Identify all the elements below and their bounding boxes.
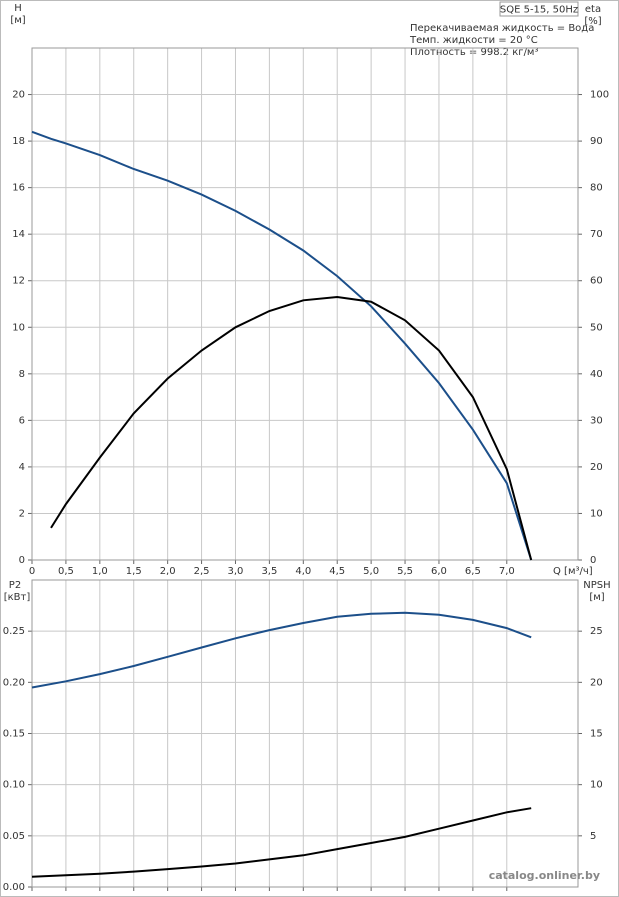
annotation: Темп. жидкости = 20 °C (409, 35, 538, 46)
x-tick-label: 1,0 (92, 566, 108, 577)
y-tick-label: 0.10 (3, 780, 25, 791)
x-tick-label: 6,5 (465, 566, 481, 577)
y2-tick-label: 15 (590, 729, 603, 740)
x-tick-label: 5,5 (397, 566, 413, 577)
y-tick-label: 14 (12, 229, 25, 240)
x-tick-label: 2,0 (160, 566, 176, 577)
annotation: Перекачиваемая жидкость = Вода (410, 23, 594, 34)
y-unit: [м] (10, 15, 25, 26)
y2-unit: [м] (589, 592, 604, 603)
watermark: catalog.onliner.by (489, 869, 600, 882)
y2-tick-label: 5 (590, 831, 596, 842)
y-tick-label: 20 (12, 90, 25, 101)
y-tick-label: 0.15 (3, 729, 25, 740)
plot-frame (31, 47, 579, 561)
chart-title: SQE 5-15, 50Hz (500, 5, 578, 16)
y2-tick-label: 50 (590, 322, 603, 333)
annotation: Плотность = 998.2 кг/м³ (410, 47, 539, 58)
y2-tick-label: 0 (590, 555, 596, 566)
title-box (499, 1, 579, 17)
y2-tick-label: 80 (590, 183, 603, 194)
x-tick-label: 1,5 (126, 566, 142, 577)
y2-tick-label: 60 (590, 276, 603, 287)
y2-label: NPSH (583, 580, 610, 591)
x-tick-label: 3,5 (261, 566, 277, 577)
y-tick-label: 0.25 (3, 626, 25, 637)
y-unit: [кВт] (4, 592, 31, 603)
y-tick-label: 0 (19, 555, 25, 566)
y2-tick-label: 30 (590, 415, 603, 426)
y-label: P2 (9, 580, 21, 591)
line-npsh (31, 807, 532, 878)
y2-tick-label: 10 (590, 508, 603, 519)
y-tick-label: 18 (12, 136, 25, 147)
y2-tick-label: 20 (590, 462, 603, 473)
x-tick-label: 4,5 (329, 566, 345, 577)
y-tick-label: 10 (12, 322, 25, 333)
y2-tick-label: 25 (590, 626, 603, 637)
y2-tick-label: 90 (590, 136, 603, 147)
y-tick-label: 0.00 (3, 882, 25, 893)
y-tick-label: 6 (19, 415, 25, 426)
y-tick-label: 8 (19, 369, 25, 380)
y-tick-label: 2 (19, 508, 25, 519)
y-tick-label: 12 (12, 276, 25, 287)
y-tick-label: 0.20 (3, 677, 25, 688)
y-tick-label: 0.05 (3, 831, 25, 842)
y-tick-label: 4 (19, 462, 25, 473)
x-tick-label: 0,5 (58, 566, 74, 577)
x-tick-label: 0 (29, 566, 35, 577)
y2-tick-label: 20 (590, 677, 603, 688)
x-label: Q [м³/ч] (553, 566, 593, 577)
y2-label: eta (585, 4, 601, 15)
line-h (31, 130, 533, 561)
y-tick-label: 16 (12, 183, 25, 194)
y2-tick-label: 10 (590, 780, 603, 791)
y2-unit: [%] (584, 16, 601, 27)
line-p2 (31, 611, 532, 689)
plot-frame (31, 579, 579, 888)
x-tick-label: 2,5 (194, 566, 210, 577)
x-tick-label: 6,0 (431, 566, 447, 577)
x-tick-label: 7,0 (499, 566, 515, 577)
y2-tick-label: 100 (590, 90, 609, 101)
y2-tick-label: 40 (590, 369, 603, 380)
x-tick-label: 3,0 (228, 566, 244, 577)
line-eta (50, 295, 533, 561)
x-tick-label: 4,0 (295, 566, 311, 577)
y-label: H (14, 3, 22, 14)
x-tick-label: 5,0 (363, 566, 379, 577)
y2-tick-label: 70 (590, 229, 603, 240)
